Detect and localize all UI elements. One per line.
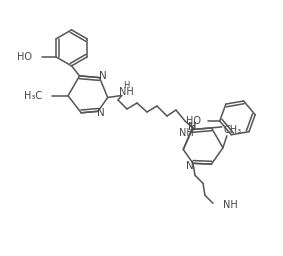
Text: H₃C: H₃C: [24, 91, 42, 101]
Text: N: N: [98, 71, 106, 81]
Text: HO: HO: [17, 52, 32, 62]
Text: N: N: [186, 161, 194, 171]
Text: H: H: [189, 122, 195, 131]
Text: H: H: [123, 81, 130, 90]
Text: NH: NH: [119, 88, 134, 98]
Text: NH: NH: [179, 128, 194, 138]
Text: HO: HO: [186, 116, 201, 126]
Text: NH: NH: [223, 200, 238, 210]
Text: CH₃: CH₃: [224, 125, 242, 135]
Text: N: N: [97, 108, 105, 118]
Text: N: N: [188, 122, 195, 132]
